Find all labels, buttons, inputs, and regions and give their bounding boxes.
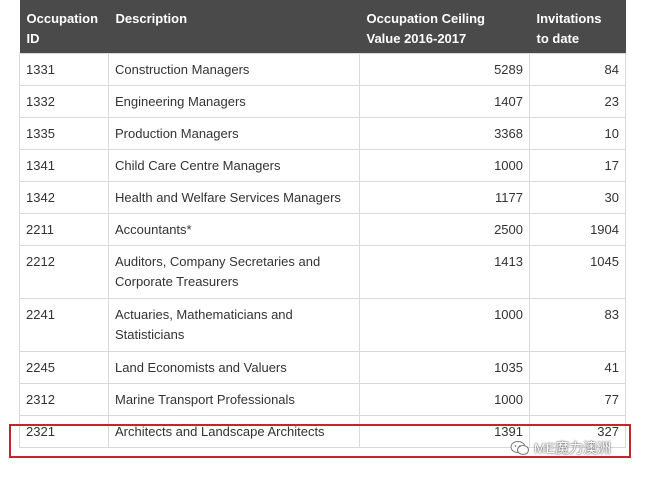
cell-invitations: 30 <box>529 181 626 214</box>
table-row: 2245 Land Economists and Valuers 1035 41 <box>19 351 626 384</box>
cell-id: 2245 <box>19 351 109 384</box>
table-row: 1342 Health and Welfare Services Manager… <box>19 181 626 214</box>
cell-ceiling: 2500 <box>359 213 530 246</box>
cell-ceiling: 1391 <box>359 415 530 448</box>
watermark-text: ME魔力澳洲 <box>534 440 611 456</box>
cell-ceiling: 1000 <box>359 298 530 352</box>
cell-ceiling: 1413 <box>359 245 530 299</box>
cell-ceiling: 1000 <box>359 149 530 182</box>
table-row: 1331 Construction Managers 5289 84 <box>19 53 626 86</box>
header-invitations: Invitations to date <box>529 0 626 54</box>
cell-description: Health and Welfare Services Managers <box>108 181 360 214</box>
cell-description: Marine Transport Professionals <box>108 383 360 416</box>
cell-ceiling: 5289 <box>359 53 530 86</box>
cell-id: 1331 <box>19 53 109 86</box>
table-row: 2241 Actuaries, Mathematicians and Statis… <box>19 298 626 352</box>
cell-id: 2312 <box>19 383 109 416</box>
table-row: 1341 Child Care Centre Managers 1000 17 <box>19 149 626 182</box>
cell-description: Production Managers <box>108 117 360 150</box>
table-row: 1332 Engineering Managers 1407 23 <box>19 85 626 118</box>
cell-invitations: 83 <box>529 298 626 352</box>
table-row-highlighted: 2321 Architects and Landscape Architects… <box>19 415 626 448</box>
cell-description: Actuaries, Mathematicians and Statisticia… <box>108 298 360 352</box>
cell-invitations: 84 <box>529 53 626 86</box>
header-ceiling: Occupation Ceiling Value 2016-2017 <box>359 0 530 54</box>
cell-description: Construction Managers <box>108 53 360 86</box>
table-row: 1335 Production Managers 3368 10 <box>19 117 626 150</box>
header-occupation-id: Occupation ID <box>19 0 109 54</box>
cell-description: Engineering Managers <box>108 85 360 118</box>
cell-invitations: 23 <box>529 85 626 118</box>
cell-invitations: 17 <box>529 149 626 182</box>
watermark: ME魔力澳洲 <box>510 438 611 458</box>
cell-invitations: 41 <box>529 351 626 384</box>
cell-description: Land Economists and Valuers <box>108 351 360 384</box>
header-description: Description <box>108 0 360 54</box>
cell-invitations: 327 <box>529 415 626 448</box>
table-header-row: Occupation ID Description Occupation Ceil… <box>19 0 626 54</box>
cell-description: Accountants* <box>108 213 360 246</box>
cell-ceiling: 1000 <box>359 383 530 416</box>
cell-id: 2241 <box>19 298 109 352</box>
table-row: 2211 Accountants* 2500 1904 <box>19 213 626 246</box>
cell-id: 1341 <box>19 149 109 182</box>
cell-id: 1335 <box>19 117 109 150</box>
cell-ceiling: 1035 <box>359 351 530 384</box>
cell-ceiling: 1407 <box>359 85 530 118</box>
cell-ceiling: 3368 <box>359 117 530 150</box>
cell-id: 1342 <box>19 181 109 214</box>
cell-invitations: 1045 <box>529 245 626 299</box>
cell-ceiling: 1177 <box>359 181 530 214</box>
cell-description: Auditors, Company Secretaries and Corpora… <box>108 245 360 299</box>
cell-description: Architects and Landscape Architects <box>108 415 360 448</box>
wechat-icon <box>510 441 529 455</box>
cell-id: 2321 <box>19 415 109 448</box>
cell-id: 2211 <box>19 213 109 246</box>
table-row: 2312 Marine Transport Professionals 1000… <box>19 383 626 416</box>
cell-id: 2212 <box>19 245 109 299</box>
cell-invitations: 77 <box>529 383 626 416</box>
cell-invitations: 10 <box>529 117 626 150</box>
cell-description: Child Care Centre Managers <box>108 149 360 182</box>
cell-invitations: 1904 <box>529 213 626 246</box>
occupation-table: Occupation ID Description Occupation Ceil… <box>19 0 626 448</box>
table-row: 2212 Auditors, Company Secretaries and Co… <box>19 245 626 299</box>
cell-id: 1332 <box>19 85 109 118</box>
